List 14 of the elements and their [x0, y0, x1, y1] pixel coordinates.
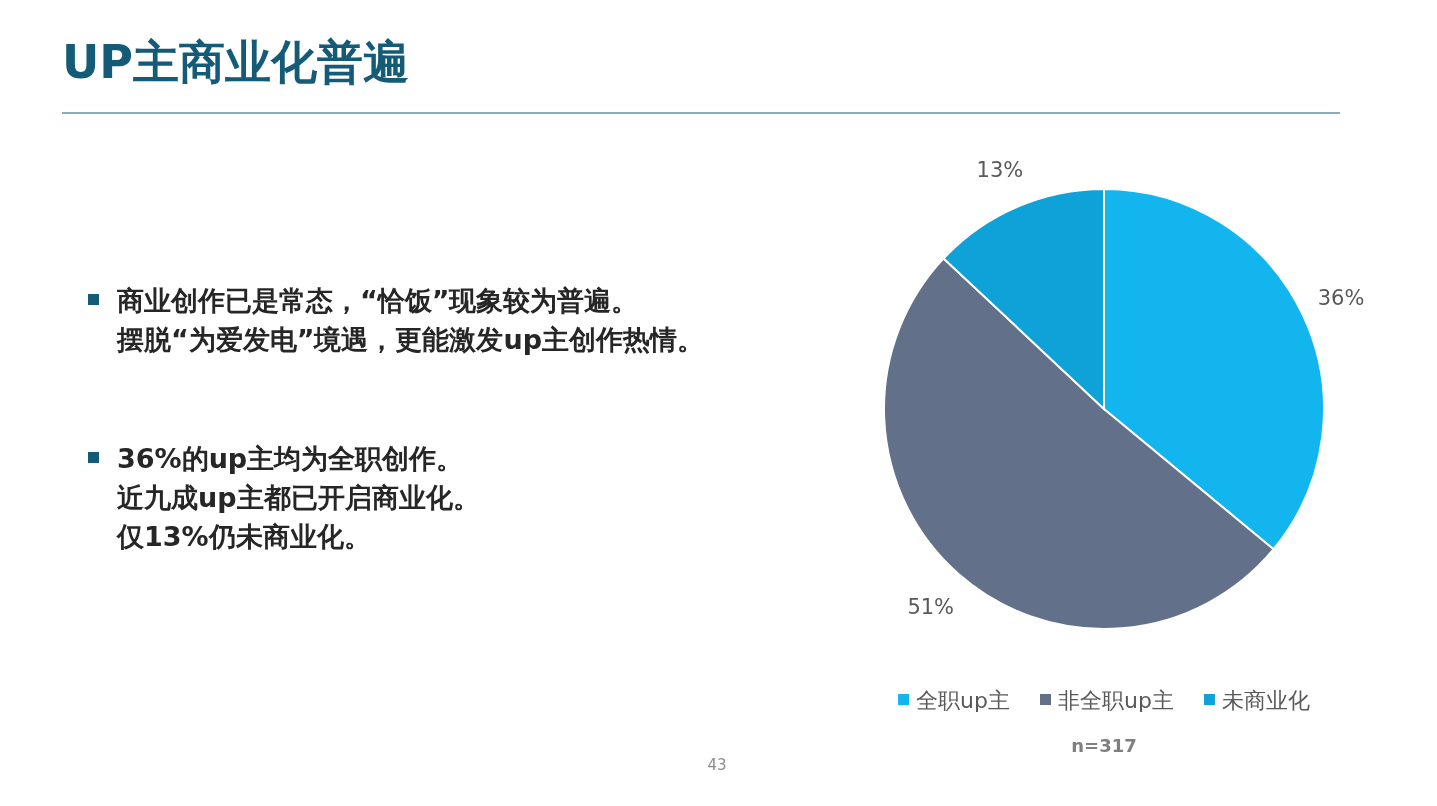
- text: n=317: [1071, 735, 1137, 756]
- legend-label: 未商业化: [1221, 688, 1310, 713]
- text: 仅13%仍未商业化。: [116, 521, 371, 552]
- data-label: 36%: [1317, 286, 1365, 311]
- data-label: 51%: [907, 594, 955, 619]
- text: 36%的up主均为全职创作。: [117, 443, 464, 474]
- text: 商业创作已是常态，“恰饭”现象较为普遍。: [116, 285, 639, 316]
- text: 43: [707, 756, 727, 774]
- data-label: 13%: [976, 157, 1024, 182]
- text: 近九成up主都已开启商业化。: [117, 482, 480, 513]
- text: UP主商业化普遍: [62, 35, 410, 89]
- legend-label: 非全职up主: [1058, 688, 1174, 713]
- legend-label: 全职up主: [916, 688, 1010, 713]
- text: 摆脱“为爱发电”境遇，更能激发up主创作热情。: [116, 324, 705, 355]
